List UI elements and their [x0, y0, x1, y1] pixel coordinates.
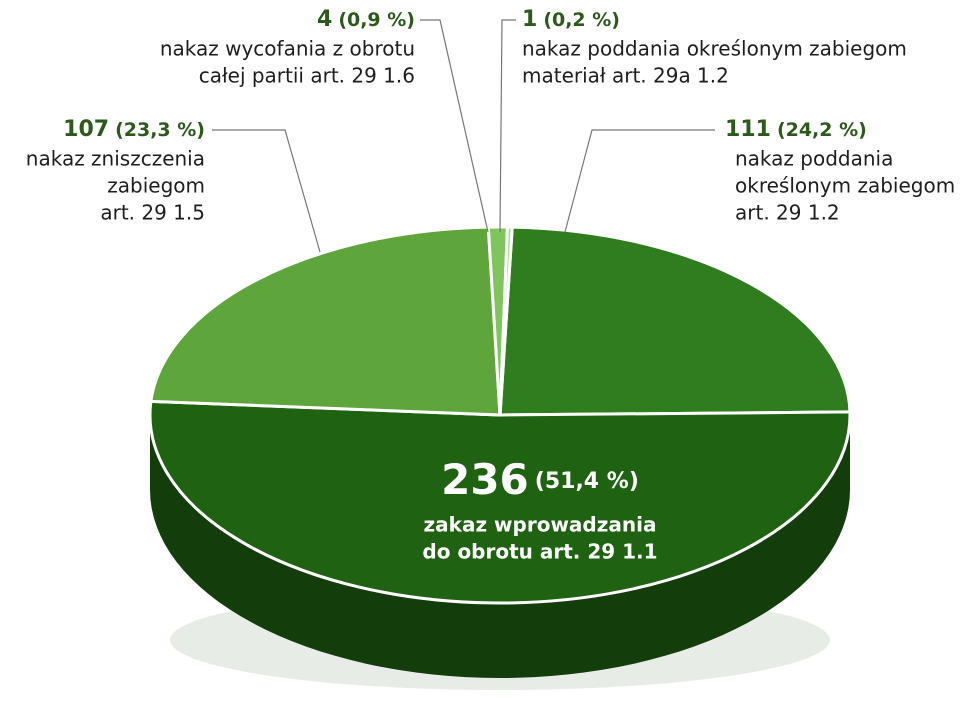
value-label: 107 (23,3 %)	[63, 117, 205, 142]
slice	[498, 225, 852, 417]
percentage: (51,4 %)	[535, 469, 639, 494]
value: 107	[63, 117, 109, 142]
category-label: do obrotu art. 29 1.1	[422, 540, 657, 564]
leader-line	[499, 19, 516, 233]
value-label: 4 (0,9 %)	[317, 7, 415, 32]
value: 1	[522, 7, 537, 32]
category-label: zakaz wprowadzania	[424, 513, 657, 537]
category-label: nakaz wycofania z obrotu	[160, 37, 415, 61]
slice	[498, 225, 514, 417]
category-label: zabiegom	[107, 174, 205, 198]
category-label: materiał art. 29a 1.2	[522, 64, 729, 88]
value: 236	[441, 455, 529, 504]
slice	[148, 399, 852, 605]
percentage: (0,2 %)	[543, 9, 620, 31]
value: 111	[725, 117, 771, 142]
category-label: całej partii art. 29 1.6	[199, 64, 415, 88]
value-label: 236 (51,4 %)	[441, 455, 639, 504]
category-label: nakaz poddania	[735, 147, 893, 171]
percentage: (23,3 %)	[115, 119, 205, 141]
category-label: nakaz poddania określonym zabiegom	[522, 37, 907, 61]
leader-line	[564, 129, 715, 233]
value-label: 111 (24,2 %)	[725, 117, 867, 142]
value: 4	[317, 7, 332, 32]
percentage: (24,2 %)	[777, 119, 867, 141]
value-label: 1 (0,2 %)	[522, 7, 620, 32]
slice-side	[150, 415, 850, 678]
leader-line	[212, 129, 321, 253]
category-label: nakaz zniszczenia	[26, 147, 205, 171]
slice	[149, 225, 502, 417]
category-label: art. 29 1.5	[100, 201, 205, 225]
leader-line	[420, 19, 489, 233]
category-label: określonym zabiegom	[735, 174, 955, 198]
percentage: (0,9 %)	[338, 9, 415, 31]
category-label: art. 29 1.2	[735, 201, 840, 225]
